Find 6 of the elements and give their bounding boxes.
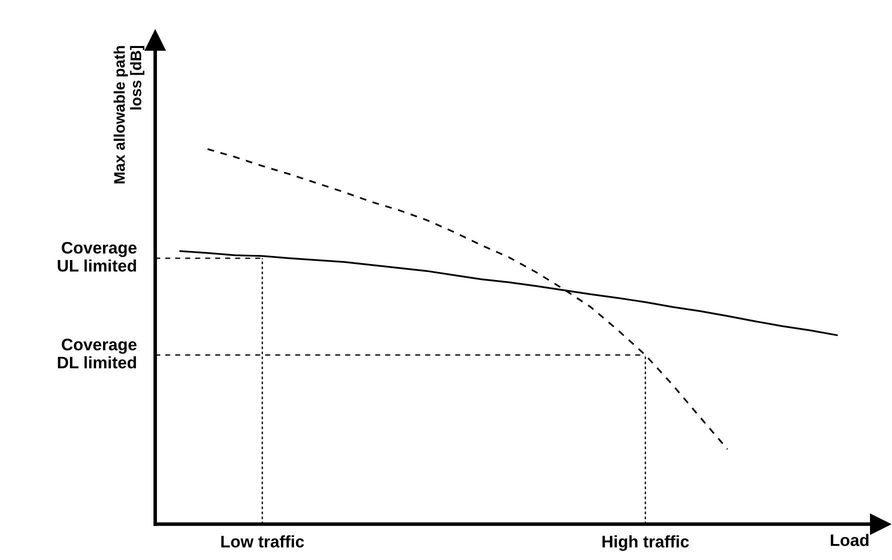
ref-line-label: Coverage UL limited — [58, 242, 137, 272]
x-tick-label: Low traffic — [221, 535, 304, 548]
x-axis-title: Load — [830, 534, 868, 546]
x-tick-label: High traffic — [602, 535, 689, 551]
ref-line-label: Coverage DL limited — [58, 338, 137, 368]
y-axis-title: Max allowable path loss [dB] — [114, 46, 144, 184]
